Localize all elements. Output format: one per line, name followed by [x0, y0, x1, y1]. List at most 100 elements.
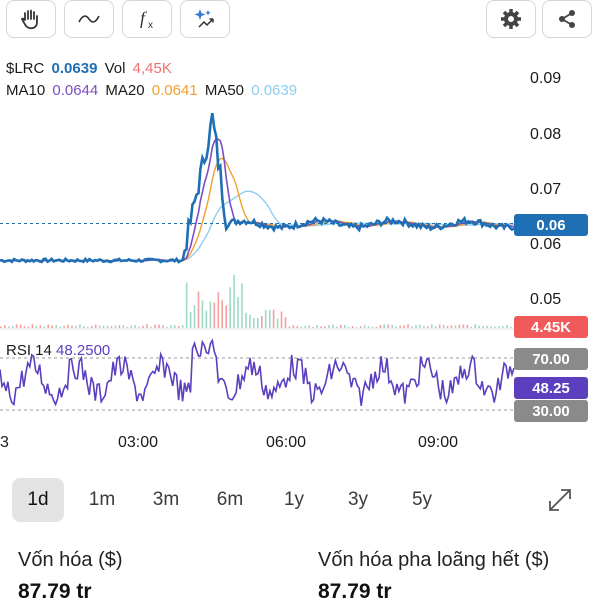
ma50-label: MA50 — [204, 82, 245, 99]
volume-bar — [261, 316, 263, 328]
volume-bar — [502, 326, 504, 328]
volume-bar — [83, 326, 85, 328]
volume-bar — [217, 292, 220, 328]
rsi-upper-badge: 70.00 — [514, 348, 588, 370]
volume-bar — [292, 325, 295, 328]
ma10-line — [0, 137, 515, 262]
volume-bar — [55, 325, 57, 328]
svg-text:x: x — [148, 20, 153, 31]
volume-bar — [213, 302, 216, 328]
volume-bar — [434, 326, 437, 328]
volume-bar — [31, 324, 34, 328]
symbol-label: $LRC — [6, 60, 45, 77]
volume-bar — [300, 326, 303, 328]
volume-bar — [423, 325, 425, 328]
ai-sparkle-icon — [194, 9, 214, 28]
volume-bar — [288, 326, 291, 328]
volume-bar — [185, 282, 188, 328]
volume-bar — [249, 314, 251, 328]
volume-bar — [138, 326, 140, 328]
price-legend: $LRC 0.0639 Vol 4,45K — [6, 60, 175, 77]
volume-bar — [272, 309, 275, 328]
ma20-value: 0.0641 — [151, 82, 198, 99]
range-3y[interactable]: 3y — [347, 489, 369, 510]
volume-bar — [478, 325, 480, 328]
range-1y[interactable]: 1y — [283, 489, 305, 510]
expand-icon[interactable] — [546, 486, 574, 514]
volume-bar — [407, 324, 409, 328]
volume-bar — [150, 326, 152, 328]
volume-bar — [415, 325, 417, 328]
volume-bar — [450, 325, 453, 328]
gear-icon — [501, 9, 521, 29]
range-1m[interactable]: 1m — [88, 489, 116, 510]
volume-bar — [253, 318, 255, 328]
volume-bar — [355, 327, 358, 328]
price-chart[interactable]: $LRC 0.0639 Vol 4,45K MA10 0.0644 MA20 0… — [0, 50, 600, 470]
volume-bar — [316, 325, 318, 328]
volume-bar — [35, 326, 38, 328]
x-tick-3: 09:00 — [418, 434, 459, 451]
volume-bar — [63, 325, 65, 328]
volume-bar — [43, 326, 46, 328]
volume-bar — [462, 324, 465, 328]
volume-bar — [4, 325, 6, 328]
volume-bar — [27, 326, 30, 328]
volume-bars — [0, 274, 512, 328]
y-tick-0: 0.09 — [530, 70, 562, 87]
settings-button[interactable] — [486, 0, 536, 38]
volume-bar — [205, 310, 208, 328]
volume-bar — [308, 325, 310, 328]
price-line — [0, 112, 515, 264]
x-tick-2: 06:00 — [266, 434, 307, 451]
ai-analysis-button[interactable] — [180, 0, 230, 38]
volume-bar — [193, 305, 196, 328]
volume-bar — [67, 324, 69, 328]
volume-bar — [419, 324, 421, 328]
ma-legend: MA10 0.0644 MA20 0.0641 MA50 0.0639 — [6, 82, 300, 99]
volume-bar — [486, 325, 488, 328]
volume-bar — [363, 325, 366, 328]
volume-bar — [245, 312, 247, 328]
y-tick-2: 0.07 — [530, 181, 562, 198]
range-3m[interactable]: 3m — [152, 489, 180, 510]
volume-bar — [87, 326, 89, 328]
range-1d[interactable]: 1d — [12, 478, 64, 522]
volume-bar — [470, 326, 473, 328]
volume-bar — [395, 326, 397, 328]
volume-bar — [264, 309, 267, 328]
volume-bar — [122, 325, 125, 328]
volume-bar — [90, 326, 93, 328]
volume-bar — [391, 324, 393, 328]
volume-bar — [371, 326, 374, 328]
volume-bar — [506, 324, 508, 328]
market-cap-label: Vốn hóa ($) — [18, 549, 123, 571]
volume-bar — [181, 325, 184, 328]
volume-bar — [241, 283, 243, 328]
range-5y[interactable]: 5y — [411, 489, 433, 510]
hand-tool-button[interactable] — [6, 0, 56, 38]
share-icon — [559, 10, 575, 28]
volume-bar — [438, 324, 441, 328]
volume-bar — [296, 326, 299, 328]
rsi-label: RSI 14 — [6, 342, 52, 359]
share-button[interactable] — [542, 0, 592, 38]
volume-bar — [134, 325, 136, 328]
volume-bar — [474, 324, 477, 328]
volume-bar — [0, 326, 2, 328]
volume-bar — [106, 325, 109, 328]
rsi-line — [0, 338, 515, 407]
volume-bar — [446, 326, 449, 328]
volume-bar — [94, 324, 97, 328]
volume-bar — [375, 326, 378, 328]
volume-bar — [177, 326, 180, 328]
draw-line-button[interactable] — [64, 0, 114, 38]
volume-bar — [442, 324, 445, 328]
indicators-button[interactable]: f x — [122, 0, 172, 38]
range-6m[interactable]: 6m — [216, 489, 244, 510]
volume-bar — [332, 324, 334, 328]
volume-bar — [174, 325, 176, 328]
vol-label: Vol — [104, 60, 126, 77]
range-selector: 1d 1m 3m 6m 1y 3y 5y — [12, 478, 592, 522]
volume-bar — [268, 310, 271, 328]
